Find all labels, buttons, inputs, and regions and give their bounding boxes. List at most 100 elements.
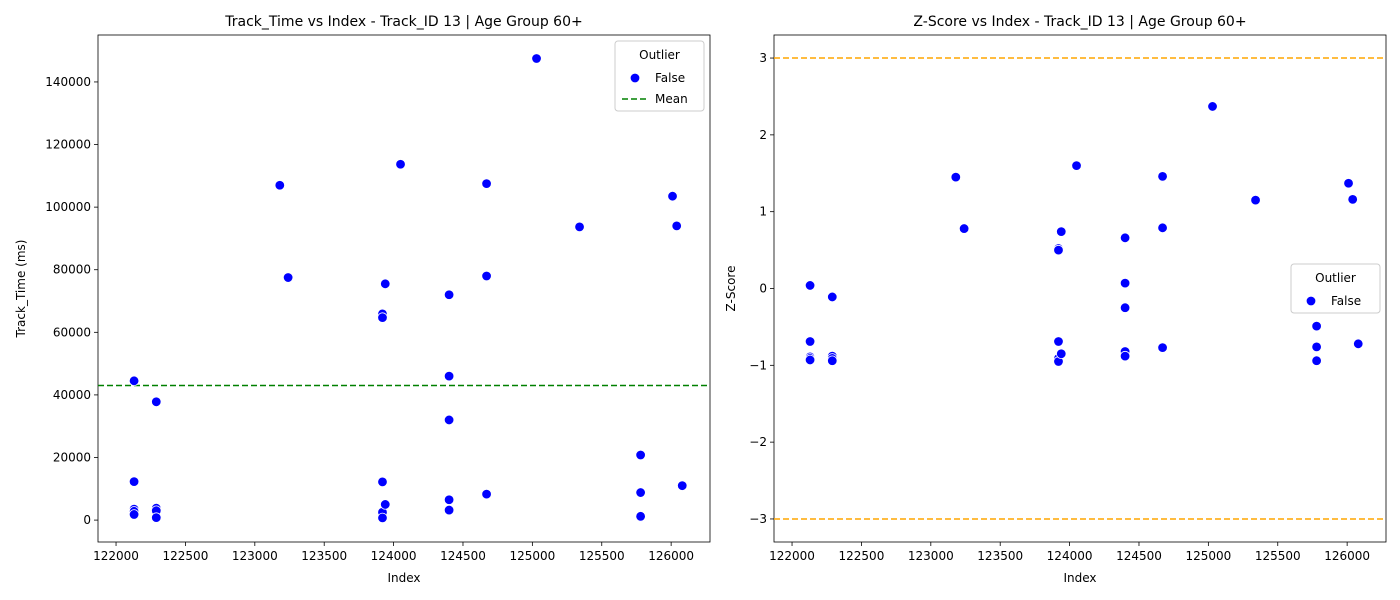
x-tick-label: 122500 [839,549,885,563]
data-point [531,53,542,64]
data-point [1311,320,1322,332]
y-tick-label: 0 [83,513,91,527]
data-point [671,220,682,232]
chart-title: Track_Time vs Index - Track_ID 13 | Age … [224,14,582,30]
legend-entry-label: False [1331,294,1361,308]
data-point [667,190,678,202]
legend-title: Outlier [639,48,680,62]
x-tick-label: 122000 [93,549,139,563]
x-tick-label: 124000 [371,549,417,563]
x-tick-label: 126000 [648,549,694,563]
y-tick-label: 0 [759,282,767,296]
data-point [377,476,388,488]
x-tick-label: 123500 [301,549,347,563]
data-point [274,180,285,191]
y-tick-label: 2 [759,128,767,142]
data-point [128,509,140,520]
y-tick-label: 1 [759,205,767,219]
data-point [380,278,391,290]
x-axis-label: Index [1063,571,1096,585]
data-point [481,178,492,189]
y-tick-label: 20000 [53,451,91,465]
y-tick-label: −2 [749,435,767,449]
data-point [1311,341,1322,353]
chart-panel-1: 122000 122500 123000 123500 124000 124500 1250… [14,14,711,585]
y-axis-label: Z-Score [724,266,738,312]
x-tick-label: 124500 [1116,549,1162,563]
y-tick-label: 3 [759,51,767,65]
data-point [1053,336,1064,347]
data-point [443,414,455,426]
data-point [1071,160,1082,171]
data-point [377,312,388,323]
data-point [804,280,816,291]
y-tick-label: 100000 [45,200,91,214]
data-point [1157,342,1168,353]
x-tick-label: 124500 [440,549,486,563]
data-point [1053,244,1064,256]
data-point [958,223,970,234]
legend-marker [1305,295,1317,307]
axes-frame [97,34,711,543]
data-point [443,370,455,382]
data-point [443,494,455,505]
y-tick-label: 140000 [45,75,91,89]
y-tick-label: 120000 [45,138,91,152]
data-point [1250,194,1261,206]
y-tick-label: 40000 [53,388,91,402]
data-point [635,487,646,498]
data-point [635,449,646,461]
legend-title: Outlier [1315,271,1356,285]
x-tick-label: 123500 [977,549,1023,563]
data-point [1353,338,1364,350]
data-point [128,476,140,487]
legend: Outlier False [1290,263,1381,314]
x-tick-label: 125500 [579,549,625,563]
x-axis-label: Index [387,571,420,585]
data-point [151,396,162,407]
data-point [1347,194,1358,205]
data-point [1119,232,1131,244]
y-tick-label: 60000 [53,325,91,339]
data-point [1119,350,1131,362]
x-tick-label: 122500 [163,549,209,563]
x-tick-label: 124000 [1047,549,1093,563]
data-point [1207,101,1218,112]
data-point [574,221,585,233]
x-tick-label: 123000 [908,549,954,563]
x-tick-label: 125000 [1185,549,1231,563]
chart-panel-2: 122000 122500 123000 123500 124000 124500 1250… [724,14,1387,585]
y-tick-label: 80000 [53,263,91,277]
y-tick-label: −3 [749,512,767,526]
legend: Outlier False Mean [614,40,705,112]
legend-entry-label: Mean [655,92,688,106]
data-point [481,488,492,500]
data-point [1056,226,1067,237]
data-point [1343,178,1354,189]
data-point [677,480,688,491]
legend-marker [629,72,641,84]
legend-entry-label: False [655,71,685,85]
data-point [380,499,391,510]
data-point [1311,355,1322,366]
x-tick-label: 123000 [232,549,278,563]
data-point [950,171,961,183]
y-tick-label: −1 [749,358,767,372]
y-axis-label: Track_Time (ms) [14,240,28,339]
data-point [827,291,838,303]
x-tick-label: 126000 [1324,549,1370,563]
data-point [395,159,406,170]
data-point [128,375,140,387]
chart-title: Z-Score vs Index - Track_ID 13 | Age Gro… [913,14,1246,30]
legend-box [614,40,705,112]
x-tick-label: 122000 [769,549,815,563]
data-point [1119,277,1131,289]
data-point [635,511,646,522]
data-point [1119,302,1131,313]
data-point [1157,222,1168,234]
data-point [377,512,388,524]
data-point [151,512,162,523]
data-point [827,355,838,366]
data-point [1056,348,1067,359]
